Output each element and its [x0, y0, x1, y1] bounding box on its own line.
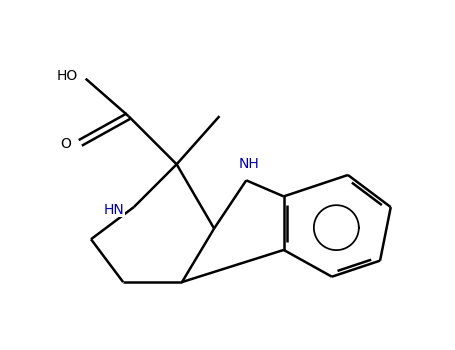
- Text: HN: HN: [103, 203, 124, 217]
- Text: O: O: [60, 137, 71, 151]
- Text: HO: HO: [56, 69, 78, 83]
- Text: NH: NH: [238, 157, 259, 171]
